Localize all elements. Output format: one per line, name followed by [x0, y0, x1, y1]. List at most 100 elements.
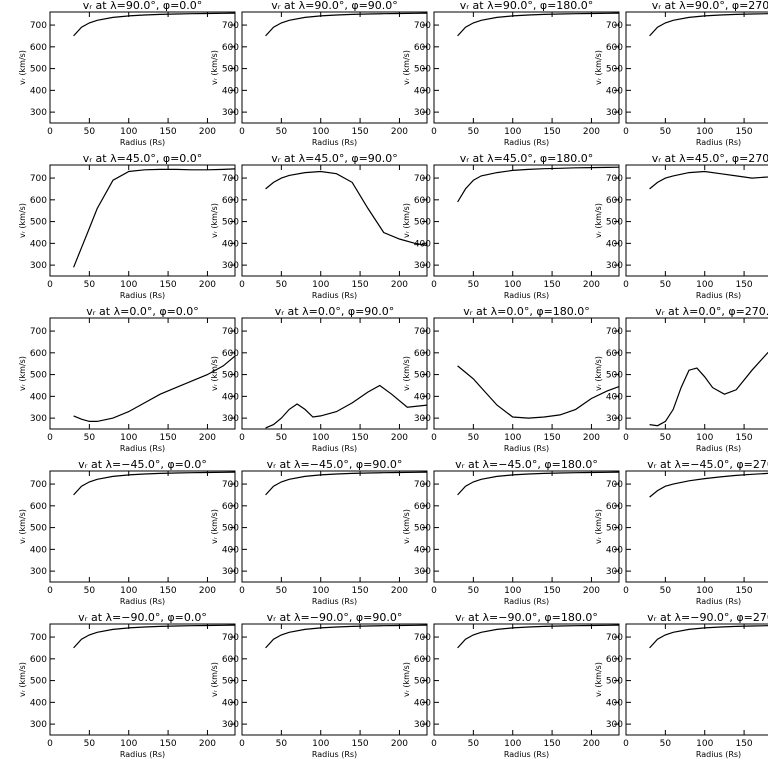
x-axis-label: Radius (Rs) [312, 444, 357, 453]
plot-frame [49, 317, 236, 430]
x-tick-label: 100 [504, 586, 521, 596]
y-tick-label: 300 [606, 261, 623, 271]
y-tick-label: 700 [414, 327, 431, 337]
x-tick-label: 0 [239, 127, 245, 137]
y-axis-label: vᵣ (km/s) [18, 662, 27, 697]
y-tick-label: 700 [30, 480, 47, 490]
y-tick-label: 400 [414, 239, 431, 249]
y-tick-label: 600 [222, 655, 239, 665]
x-tick-label: 50 [276, 586, 288, 596]
x-tick-label: 50 [276, 127, 288, 137]
line [649, 625, 768, 649]
x-tick-label: 200 [199, 586, 216, 596]
chart-title: vᵣ at λ=90.0°, φ=0.0° [83, 0, 203, 12]
x-axis-label: Radius (Rs) [696, 750, 741, 759]
chart-title: vᵣ at λ=−90.0°, φ=270.0° [647, 611, 768, 624]
chart-title: vᵣ at λ=−90.0°, φ=0.0° [78, 611, 207, 624]
y-tick-label: 400 [414, 392, 431, 402]
plot-frame [49, 11, 236, 124]
x-tick-label: 50 [84, 433, 96, 443]
y-tick-label: 700 [222, 174, 239, 184]
x-axis-label: Radius (Rs) [120, 444, 165, 453]
line [457, 12, 620, 37]
y-tick-label: 400 [30, 239, 47, 249]
chart-title: vᵣ at λ=45.0°, φ=180.0° [460, 152, 594, 165]
panel: vᵣ at λ=90.0°, φ=180.0° 0 50 100 150 200 300 40… [402, 0, 620, 147]
y-tick-label: 700 [30, 174, 47, 184]
x-tick-label: 150 [159, 280, 176, 290]
y-tick-label: 300 [414, 414, 431, 424]
x-axis-label: Radius (Rs) [504, 597, 549, 606]
x-tick-label: 0 [431, 433, 437, 443]
x-tick-label: 100 [696, 739, 713, 749]
x-tick-label: 200 [391, 433, 408, 443]
y-tick-label: 400 [222, 392, 239, 402]
y-tick-label: 300 [414, 720, 431, 730]
panel: vᵣ at λ=−45.0°, φ=0.0° 0 50 100 150 200 300 400… [18, 458, 236, 606]
panel: vᵣ at λ=−45.0°, φ=270.0°0501001502003004… [594, 458, 768, 606]
chart-title: vᵣ at λ=90.0°, φ=90.0° [271, 0, 398, 12]
chart-title: vᵣ at λ=−90.0°, φ=180.0° [455, 611, 598, 624]
x-tick-label: 0 [47, 586, 53, 596]
x-tick-label: 100 [312, 127, 329, 137]
x-tick-label: 50 [468, 280, 480, 290]
y-tick-label: 600 [606, 655, 623, 665]
x-tick-label: 100 [312, 739, 329, 749]
y-axis-label: vᵣ (km/s) [594, 50, 603, 85]
x-tick-label: 50 [276, 739, 288, 749]
y-tick-label: 500 [30, 371, 47, 381]
panel: vᵣ at λ=90.0°, φ=270.0°05010015020030040… [594, 0, 768, 147]
line [457, 166, 620, 203]
x-tick-label: 150 [735, 586, 752, 596]
y-tick-label: 500 [30, 218, 47, 228]
line [73, 471, 236, 496]
x-tick-label: 100 [696, 586, 713, 596]
chart-title: vᵣ at λ=0.0°, φ=180.0° [463, 305, 590, 318]
x-tick-label: 50 [660, 127, 672, 137]
plot-frame [241, 470, 428, 583]
y-axis-label: vᵣ (km/s) [18, 509, 27, 544]
y-axis-label: vᵣ (km/s) [402, 662, 411, 697]
line [649, 472, 768, 498]
x-tick-label: 150 [159, 127, 176, 137]
x-tick-label: 50 [468, 739, 480, 749]
plot-frame [625, 11, 768, 124]
x-axis-label: Radius (Rs) [120, 750, 165, 759]
y-axis-label: vᵣ (km/s) [594, 509, 603, 544]
x-axis-label: Radius (Rs) [696, 291, 741, 300]
x-tick-label: 0 [47, 739, 53, 749]
panel: vᵣ at λ=0.0°, φ=270.0°050100150200300400… [594, 305, 768, 453]
x-axis-label: Radius (Rs) [504, 750, 549, 759]
x-tick-label: 50 [660, 433, 672, 443]
x-axis-label: Radius (Rs) [312, 597, 357, 606]
y-tick-label: 600 [414, 349, 431, 359]
y-tick-label: 700 [606, 480, 623, 490]
plot-frame [433, 623, 620, 736]
y-tick-label: 300 [414, 108, 431, 118]
panel: vᵣ at λ=−45.0°, φ=90.0° 0 50 100 150 200 300 40… [210, 458, 428, 606]
plot-frame [625, 164, 768, 277]
y-tick-label: 500 [222, 677, 239, 687]
panel: vᵣ at λ=0.0°, φ=180.0° 0 50 100 150 200 300 400… [402, 305, 620, 453]
x-axis-label: Radius (Rs) [696, 138, 741, 147]
y-tick-label: 500 [414, 218, 431, 228]
y-tick-label: 600 [414, 43, 431, 53]
y-tick-label: 500 [222, 524, 239, 534]
y-tick-label: 400 [30, 545, 47, 555]
plot-frame [625, 623, 768, 736]
x-tick-label: 200 [391, 127, 408, 137]
line [265, 471, 428, 496]
panel: vᵣ at λ=90.0°, φ=90.0° 0 50 100 150 200 300 400… [210, 0, 428, 147]
y-tick-label: 700 [414, 174, 431, 184]
x-tick-label: 100 [504, 433, 521, 443]
y-tick-label: 500 [30, 524, 47, 534]
x-tick-label: 50 [276, 433, 288, 443]
y-tick-label: 400 [30, 86, 47, 96]
y-tick-label: 300 [30, 414, 47, 424]
x-tick-label: 50 [660, 739, 672, 749]
y-tick-label: 700 [222, 480, 239, 490]
x-tick-label: 150 [543, 433, 560, 443]
panel: vᵣ at λ=45.0°, φ=90.0° 0 50 100 150 200 300 400… [210, 152, 428, 300]
y-tick-label: 600 [414, 196, 431, 206]
